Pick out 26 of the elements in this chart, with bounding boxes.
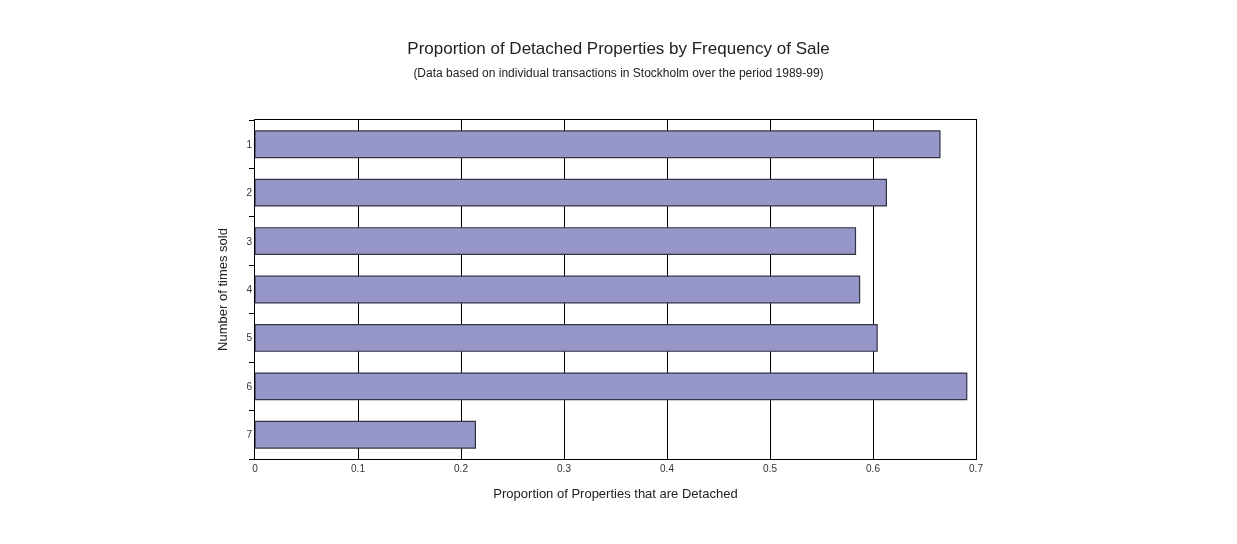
x-axis-title: Proportion of Properties that are Detached bbox=[493, 485, 738, 501]
x-tick-label: 0.5 bbox=[763, 463, 778, 474]
bar bbox=[255, 227, 857, 255]
x-tick-label: 0.1 bbox=[351, 463, 366, 474]
x-tick-label: 0.3 bbox=[557, 463, 572, 474]
bar bbox=[255, 275, 861, 304]
y-tick-label: 3 bbox=[246, 235, 253, 247]
y-tick-label: 4 bbox=[246, 284, 253, 295]
y-tick-label: 2 bbox=[246, 187, 253, 199]
bar bbox=[255, 324, 878, 352]
bar bbox=[255, 130, 941, 159]
y-tick-label: 1 bbox=[246, 138, 253, 150]
y-tick-label: 5 bbox=[246, 332, 253, 344]
bar bbox=[255, 420, 477, 449]
x-tick-label: 0.4 bbox=[660, 463, 675, 474]
y-axis-title: Number of times sold bbox=[215, 228, 231, 351]
chart-title: Proportion of Detached Properties by Frequency of Sale bbox=[407, 39, 830, 59]
chart-subtitle: (Data based on individual transactions in Stockholm over the period 1989-99) bbox=[413, 65, 824, 80]
y-tick-label: 6 bbox=[246, 380, 253, 392]
x-tick-label: 0 bbox=[252, 463, 259, 474]
y-tick-label: 7 bbox=[246, 429, 253, 441]
bar bbox=[255, 178, 887, 207]
x-tick-label: 0.6 bbox=[866, 463, 881, 474]
bar bbox=[255, 372, 968, 401]
x-tick-label: 0.2 bbox=[454, 463, 469, 474]
x-tick-label: 0.7 bbox=[969, 463, 984, 474]
